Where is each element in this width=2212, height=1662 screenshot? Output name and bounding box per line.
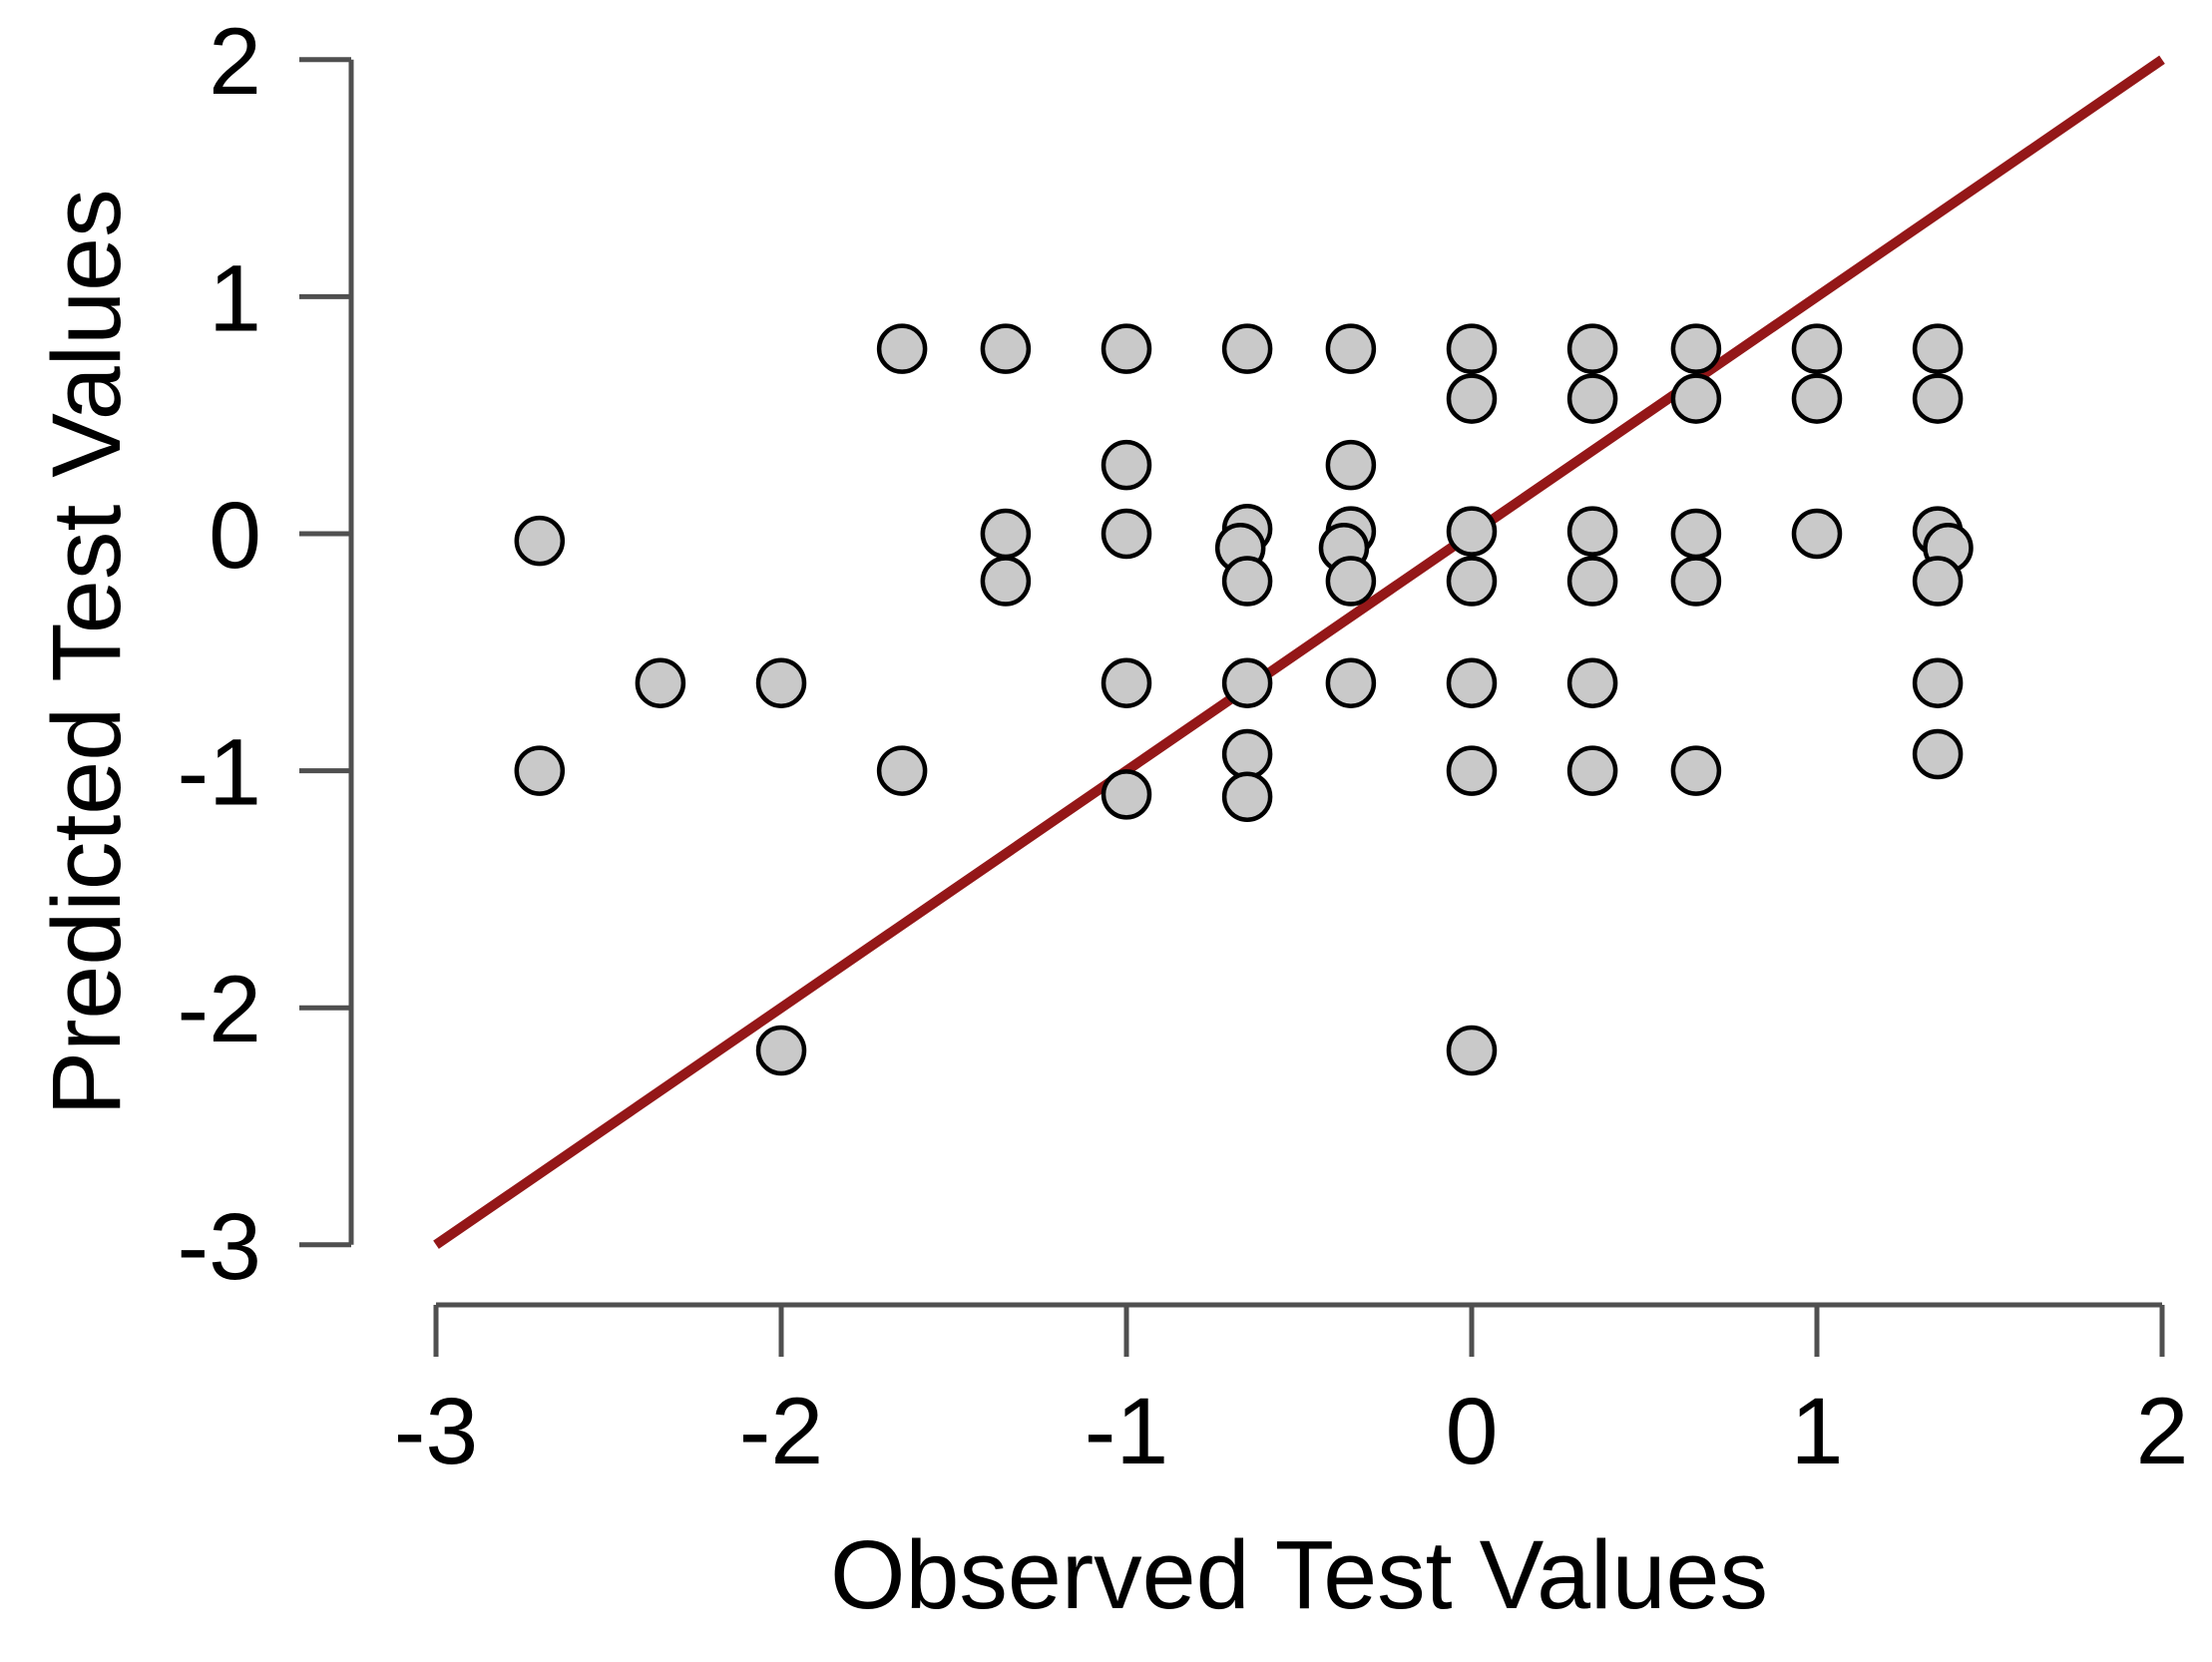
scatter-point	[1670, 556, 1722, 607]
scatter-point	[1791, 508, 1843, 560]
identity-line	[433, 55, 2165, 1249]
scatter-point	[1670, 373, 1722, 424]
scatter-point	[1670, 323, 1722, 374]
scatter-point	[1912, 556, 1964, 607]
scatter-point	[1912, 373, 1964, 424]
scatter-point	[1101, 508, 1152, 560]
scatter-point	[1912, 323, 1964, 374]
scatter-point	[1446, 556, 1498, 607]
scatter-point	[1670, 508, 1722, 560]
scatter-point	[514, 515, 566, 567]
scatter-point	[1101, 439, 1152, 491]
y-tick-label: -3	[178, 1194, 261, 1300]
scatter-point	[1221, 771, 1273, 822]
x-axis: -3 -2 -1 0 1 2	[394, 1302, 2189, 1484]
scatter-point	[1566, 323, 1618, 374]
scatter-point	[980, 556, 1032, 607]
x-tick-label: -1	[1085, 1379, 1168, 1484]
scatter-point	[1566, 556, 1618, 607]
scatter-point	[1325, 556, 1377, 607]
x-tick-label: -2	[739, 1379, 823, 1484]
scatter-point	[1221, 556, 1273, 607]
scatter-point	[1221, 657, 1273, 708]
scatter-point	[514, 745, 566, 796]
scatter-point	[1566, 657, 1618, 708]
scatter-point	[876, 323, 928, 374]
scatter-point	[1221, 323, 1273, 374]
y-axis-title: Predicted Test Values	[32, 189, 141, 1115]
scatter-point	[1101, 657, 1152, 708]
scatter-point	[1566, 506, 1618, 557]
scatter-point	[1791, 373, 1843, 424]
scatter-points	[514, 323, 1974, 1076]
scatter-point	[876, 745, 928, 796]
scatter-point	[1221, 728, 1273, 780]
scatter-point	[1912, 657, 1964, 708]
scatter-point	[755, 1025, 807, 1076]
scatter-point	[1446, 1025, 1498, 1076]
x-tick-label: 0	[1446, 1379, 1499, 1484]
scatter-point	[980, 508, 1032, 560]
x-tick-label: 2	[2136, 1379, 2189, 1484]
scatter-point	[1446, 323, 1498, 374]
x-tick-label: 1	[1791, 1379, 1844, 1484]
scatter-point	[755, 657, 807, 708]
scatter-point	[1566, 373, 1618, 424]
scatter-point	[1325, 657, 1377, 708]
scatter-point	[1446, 657, 1498, 708]
scatter-point	[635, 657, 686, 708]
x-tick-label: -3	[394, 1379, 478, 1484]
y-tick-label: 0	[209, 483, 261, 589]
scatter-point	[1101, 769, 1152, 820]
scatter-point	[1912, 728, 1964, 780]
scatter-point	[1791, 323, 1843, 374]
y-axis: 2 1 0 -1 -2 -3	[178, 9, 354, 1300]
scatter-point	[1325, 323, 1377, 374]
scatter-point	[1670, 745, 1722, 796]
scatter-point	[1446, 506, 1498, 557]
scatter-point	[1446, 745, 1498, 796]
y-tick-label: -2	[178, 957, 261, 1062]
y-tick-label: -1	[178, 720, 261, 826]
scatter-point	[980, 323, 1032, 374]
scatter-point	[1101, 323, 1152, 374]
scatter-point	[1446, 373, 1498, 424]
scatter-point	[1325, 439, 1377, 491]
scatter-point	[1566, 745, 1618, 796]
y-tick-label: 2	[209, 9, 261, 115]
y-tick-label: 1	[209, 245, 261, 351]
x-axis-title: Observed Test Values	[830, 1520, 1768, 1629]
